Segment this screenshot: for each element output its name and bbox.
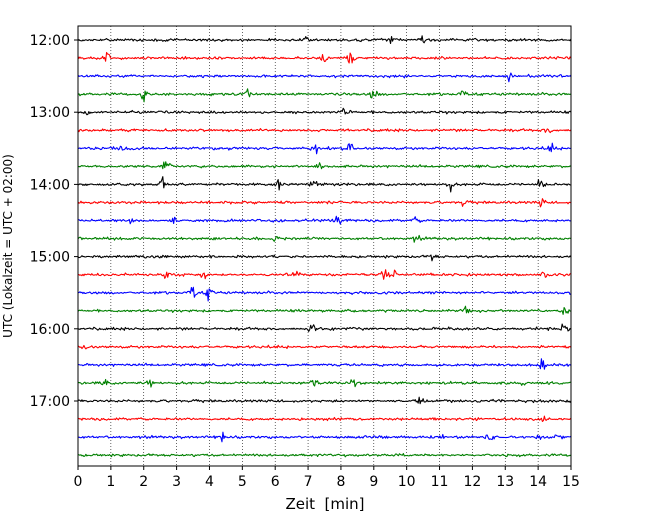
- trace-1630: [77, 358, 572, 370]
- trace-1230: [77, 72, 572, 83]
- y-axis-ticks: 12:00 13:00 14:00 15:00 16:00 17:00: [30, 33, 78, 410]
- trace-1315: [77, 128, 572, 134]
- x-axis-label: Zeit [min]: [285, 495, 364, 513]
- trace-1500: [77, 254, 572, 262]
- trace-1715: [77, 415, 572, 423]
- y-axis-label: UTC (Lokalzeit = UTC + 02:00): [1, 154, 15, 338]
- x-tick-label: 14: [529, 474, 547, 490]
- trace-1330: [77, 142, 572, 155]
- trace-1545: [77, 305, 572, 315]
- y-tick-label: 15:00: [30, 250, 70, 266]
- trace-1430: [77, 215, 572, 225]
- trace-1730: [77, 431, 572, 443]
- trace-1530: [77, 286, 572, 302]
- x-tick-label: 6: [271, 474, 280, 490]
- trace-1200: [77, 35, 572, 45]
- x-axis-ticks: 0 1 2 3 4 5 6 7 8 9 10 11 12 13 14 15: [74, 466, 580, 490]
- trace-1415: [77, 198, 572, 208]
- trace-1400: [77, 176, 572, 193]
- trace-1615: [77, 344, 572, 350]
- trace-1700: [77, 396, 572, 405]
- trace-1600: [77, 323, 572, 332]
- trace-1245: [77, 88, 572, 103]
- x-tick-label: 8: [336, 474, 345, 490]
- x-tick-label: 12: [463, 474, 481, 490]
- x-tick-label: 2: [139, 474, 148, 490]
- plot-frame: [77, 25, 572, 467]
- trace-1215: [77, 51, 572, 64]
- grid-lines: [110, 26, 539, 466]
- trace-1745: [77, 452, 572, 458]
- y-tick-label: 13:00: [30, 105, 70, 121]
- y-tick-label: 12:00: [30, 33, 70, 49]
- x-tick-label: 0: [74, 474, 83, 490]
- traces: [77, 35, 572, 458]
- x-tick-label: 7: [304, 474, 313, 490]
- x-tick-label: 15: [562, 474, 580, 490]
- trace-1345: [77, 161, 572, 170]
- x-tick-label: 1: [106, 474, 115, 490]
- x-tick-label: 10: [398, 474, 416, 490]
- x-tick-label: 13: [496, 474, 514, 490]
- trace-1300: [77, 107, 572, 116]
- x-tick-label: 4: [205, 474, 214, 490]
- x-tick-label: 5: [238, 474, 247, 490]
- trace-1445: [77, 234, 572, 243]
- x-tick-label: 11: [431, 474, 449, 490]
- trace-1515: [77, 269, 572, 280]
- y-tick-label: 14:00: [30, 177, 70, 193]
- y-tick-label: 17:00: [30, 394, 70, 410]
- x-tick-label: 3: [172, 474, 181, 490]
- x-tick-label: 9: [369, 474, 378, 490]
- y-tick-label: 16:00: [30, 322, 70, 338]
- trace-1645: [77, 378, 572, 388]
